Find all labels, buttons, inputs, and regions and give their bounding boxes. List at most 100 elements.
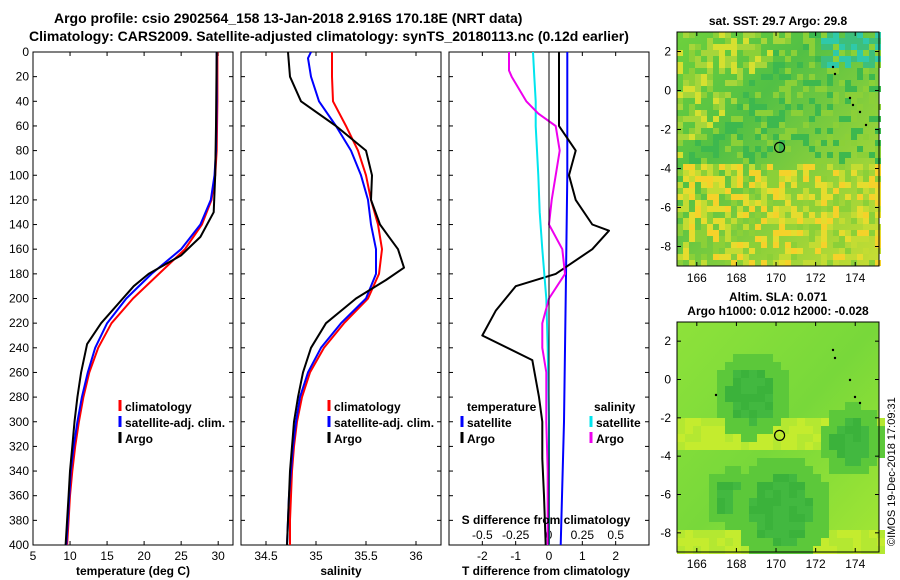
map-cell (713, 194, 719, 200)
map-cell (809, 212, 815, 218)
map-cell (789, 530, 797, 538)
map-cell (797, 62, 803, 68)
map-cell (713, 152, 719, 158)
map-cell (861, 466, 869, 474)
map-cell (695, 176, 701, 182)
map-cell (693, 426, 701, 434)
map-cell (773, 242, 779, 248)
map-cell (863, 200, 869, 206)
map-cell (733, 378, 741, 386)
map-cell (695, 164, 701, 170)
temperature-ticks: 0 20 40 60 80 100 120 140 160 180 200 220 240 260 280 3… (9, 45, 233, 563)
map-cell (717, 546, 725, 554)
map-cell (701, 418, 709, 426)
map-cell (765, 442, 773, 450)
map-cell (725, 212, 731, 218)
map-cell (809, 50, 815, 56)
map-cell (821, 530, 829, 538)
map-cell (821, 212, 827, 218)
map-cell (719, 134, 725, 140)
map-cell (707, 122, 713, 128)
map-cell (857, 194, 863, 200)
map-cell (701, 434, 709, 442)
map-cell (857, 38, 863, 44)
map-cell (719, 68, 725, 74)
map-cell (767, 74, 773, 80)
map-cell (845, 56, 851, 62)
map-cell (725, 260, 731, 266)
map-cell (813, 418, 821, 426)
map-cell (755, 62, 761, 68)
map-cell (749, 248, 755, 254)
map-cell (851, 260, 857, 266)
map-cell (821, 236, 827, 242)
map-y-label: -6 (660, 488, 671, 502)
map-cell (713, 236, 719, 242)
sla-map-title: Altim. SLA: 0.071 (729, 290, 827, 304)
map-cell (717, 490, 725, 498)
map-cell (733, 506, 741, 514)
map-cell (701, 146, 707, 152)
map-cell (701, 158, 707, 164)
map-cell (677, 50, 683, 56)
map-cell (857, 254, 863, 260)
map-cell (701, 260, 707, 266)
map-cell (761, 242, 767, 248)
map-cell (827, 260, 833, 266)
map-cell (757, 458, 765, 466)
map-cell (797, 434, 805, 442)
map-cell (733, 474, 741, 482)
map-cell (765, 418, 773, 426)
series-line-1 (559, 52, 569, 545)
map-cell (717, 434, 725, 442)
map-cell (731, 50, 737, 56)
y-tick-label: 400 (9, 538, 29, 552)
map-cell (803, 206, 809, 212)
map-cell (797, 442, 805, 450)
map-cell (725, 498, 733, 506)
map-cell (805, 466, 813, 474)
map-cell (869, 458, 877, 466)
map-cell (809, 146, 815, 152)
map-cell (851, 242, 857, 248)
map-cell (803, 218, 809, 224)
map-cell (857, 212, 863, 218)
salinity-ticks: 34.5 35 35.5 36 (241, 51, 441, 563)
map-cell (779, 230, 785, 236)
map-border (676, 321, 880, 553)
map-cell (717, 370, 725, 378)
map-cell (815, 176, 821, 182)
map-cell (733, 362, 741, 370)
map-cell (773, 218, 779, 224)
map-cell (869, 538, 877, 546)
map-cell (749, 362, 757, 370)
map-cell (837, 418, 845, 426)
map-cell (725, 426, 733, 434)
map-cell (851, 212, 857, 218)
map-cell (733, 546, 741, 554)
map-cell (707, 62, 713, 68)
map-cell (797, 92, 803, 98)
series-line-3 (64, 52, 218, 545)
map-cell (731, 194, 737, 200)
map-cell (797, 218, 803, 224)
map-cell (827, 164, 833, 170)
map-cell (779, 254, 785, 260)
map-cell (733, 386, 741, 394)
map-cell (845, 254, 851, 260)
y-tick-label: 360 (9, 489, 29, 503)
map-cell (733, 514, 741, 522)
map-cell (725, 224, 731, 230)
map-cell (765, 370, 773, 378)
series-line-3 (286, 52, 405, 545)
map-cell (701, 134, 707, 140)
map-cell (857, 32, 863, 38)
map-cell (677, 188, 683, 194)
map-cell (863, 236, 869, 242)
map-cell (689, 164, 695, 170)
map-cell (821, 224, 827, 230)
map-cell (815, 110, 821, 116)
map-cell (827, 104, 833, 110)
map-cell (761, 206, 767, 212)
map-cell (789, 466, 797, 474)
